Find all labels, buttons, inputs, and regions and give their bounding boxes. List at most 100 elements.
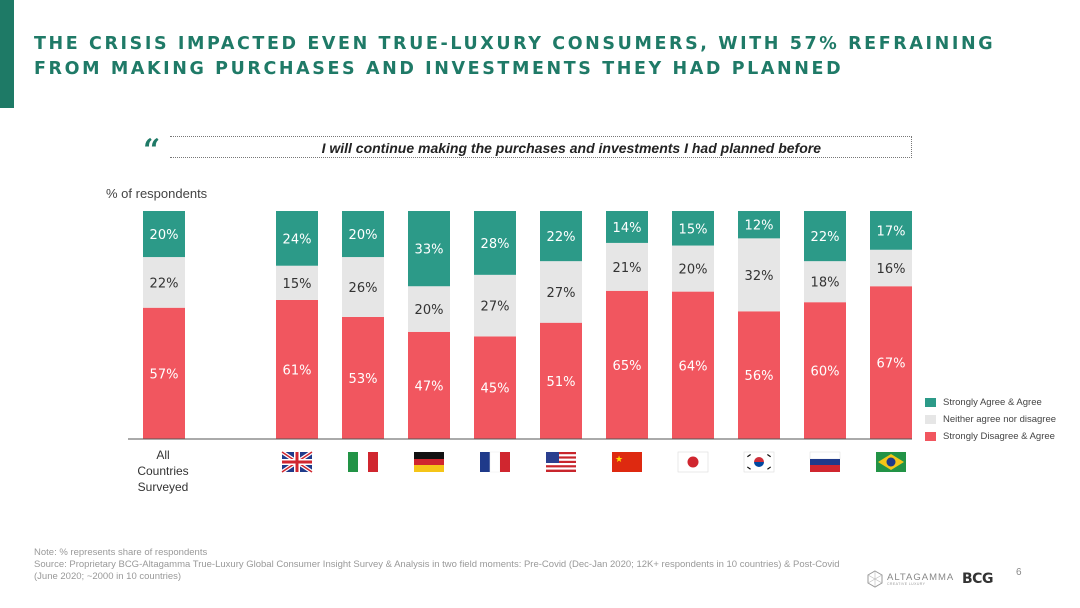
bar-segment-agree [672, 211, 714, 246]
russia-flag-icon [809, 451, 841, 472]
data-label: 18% [811, 276, 840, 291]
data-label: 60% [811, 365, 840, 380]
bar-segment-disagree [342, 316, 384, 439]
france-flag-icon [480, 451, 510, 473]
data-label: 22% [547, 230, 576, 245]
category-label-line: Countries [137, 464, 189, 478]
legend-label: Neither agree nor disagree [943, 414, 1057, 425]
data-label: 20% [415, 303, 444, 318]
bar-segment-neutral [804, 261, 846, 303]
bar-segment-agree [342, 211, 384, 258]
japan-flag-icon [677, 451, 709, 473]
legend-swatch [925, 398, 936, 407]
bar-segment-neutral [672, 245, 714, 292]
bcg-logo: BCG [962, 571, 993, 587]
china-flag-icon: ★ [612, 452, 642, 472]
data-label: 17% [877, 224, 906, 239]
data-label: 12% [745, 219, 774, 234]
data-label: 65% [613, 359, 642, 374]
bar-segment-neutral [342, 257, 384, 317]
data-label: 26% [349, 281, 378, 296]
data-label: 16% [877, 262, 906, 277]
uk-flag-icon [280, 450, 314, 474]
bar-segment-disagree [540, 322, 582, 439]
data-label: 21% [613, 261, 642, 276]
page-title: THE CRISIS IMPACTED EVEN TRUE-LUXURY CON… [34, 34, 996, 79]
footnote-note: Note: % represents share of respondents [34, 547, 208, 558]
category-label-line: All [156, 448, 170, 462]
data-label: 61% [283, 363, 312, 378]
bar-segment-agree [804, 211, 846, 262]
bar-segment-neutral [870, 249, 912, 287]
data-label: 51% [547, 375, 576, 390]
bar-segment-neutral [540, 261, 582, 323]
data-label: 20% [150, 228, 179, 243]
bar-segment-disagree [870, 286, 912, 439]
quote-box: I will continue making the purchases and… [170, 136, 912, 158]
category-label-line: Surveyed [137, 480, 189, 494]
bar-segment-agree [738, 211, 780, 239]
data-label: 22% [150, 276, 179, 291]
data-label: 20% [679, 263, 708, 278]
bar-segment-neutral [408, 286, 450, 332]
bar-segment-agree [870, 211, 912, 250]
data-label: 27% [547, 286, 576, 301]
page-number: 6 [1016, 567, 1022, 578]
brazil-flag-icon [876, 452, 906, 472]
legend-label: Strongly Disagree & Agree [943, 431, 1055, 442]
data-label: 32% [745, 269, 774, 284]
legend-item: Strongly Disagree & Agree [925, 428, 1056, 445]
data-label: 67% [877, 357, 906, 372]
svg-text:★: ★ [615, 455, 623, 465]
legend-item: Strongly Agree & Agree [925, 394, 1056, 411]
legend-swatch [925, 415, 936, 424]
bar-segment-disagree [143, 307, 185, 439]
y-axis-label: % of respondents [106, 186, 208, 201]
bar-segment-neutral [738, 238, 780, 312]
germany-flag-icon [414, 452, 444, 472]
bar-segment-agree [474, 211, 516, 275]
altagamma-logo-text: ALTAGAMMA [887, 571, 955, 583]
bar-segment-disagree [474, 336, 516, 439]
bar-segment-agree [143, 211, 185, 258]
data-label: 24% [283, 232, 312, 247]
data-label: 53% [349, 372, 378, 387]
altagamma-emblem-icon [867, 570, 883, 588]
data-label: 64% [679, 359, 708, 374]
bar-segment-disagree [672, 291, 714, 439]
altagamma-logo: ALTAGAMMA CREATIVE LUXURY [866, 570, 954, 588]
footnote-source: Source: Proprietary BCG-Altagamma True-L… [34, 559, 840, 582]
data-label: 27% [481, 300, 510, 315]
bar-segment-neutral [606, 242, 648, 291]
bar-segment-agree [408, 211, 450, 287]
altagamma-logo-subtext: CREATIVE LUXURY [887, 581, 926, 586]
data-label: 47% [415, 379, 444, 394]
legend-label: Strongly Agree & Agree [943, 397, 1042, 408]
legend-swatch [925, 432, 936, 441]
data-label: 28% [481, 237, 510, 252]
quote-text: I will continue making the purchases and… [321, 140, 821, 156]
bar-segment-agree [540, 211, 582, 262]
bar-segment-neutral [474, 274, 516, 337]
data-label: 20% [349, 228, 378, 243]
usa-flag-icon [546, 452, 576, 472]
quote-mark: “ [143, 133, 161, 168]
bar-segment-neutral [143, 257, 185, 308]
bar-segment-disagree [408, 331, 450, 439]
chart-legend: Strongly Agree & Agree Neither agree nor… [925, 394, 1056, 445]
data-label: 57% [150, 367, 179, 382]
category-label-all-countries: All Countries Surveyed [118, 447, 208, 495]
data-label: 15% [283, 277, 312, 292]
data-label: 45% [481, 382, 510, 397]
data-label: 14% [613, 221, 642, 236]
bar-segment-disagree [606, 290, 648, 439]
italy-flag-icon [348, 452, 378, 472]
korea-flag-icon [743, 451, 775, 473]
accent-bar [0, 0, 14, 108]
bar-segment-disagree [804, 302, 846, 439]
bar-segment-disagree [276, 299, 318, 439]
data-label: 22% [811, 230, 840, 245]
data-label: 33% [415, 243, 444, 258]
footnote: Note: % represents share of respondents … [34, 547, 854, 583]
